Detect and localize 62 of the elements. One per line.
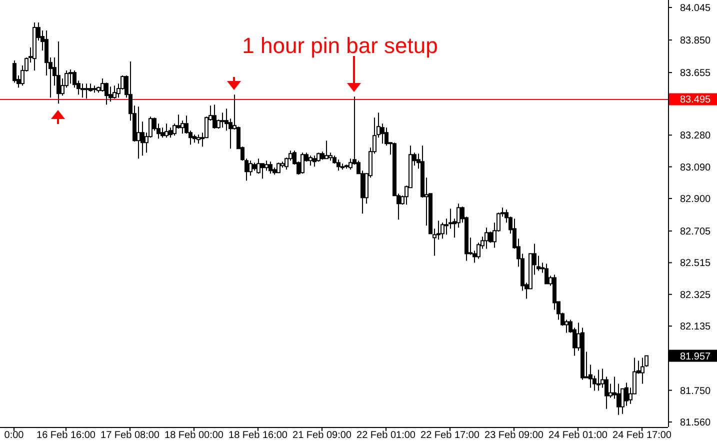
- candlestick: [168, 127, 172, 138]
- x-tick-label: 24 Feb 01:00: [548, 430, 608, 441]
- y-tick-label: 83.655: [680, 68, 712, 80]
- candlestick: [196, 134, 200, 144]
- y-tick-label: 83.280: [680, 130, 712, 142]
- x-tick-label: 18 Feb 00:00: [164, 430, 224, 441]
- candlestick: [164, 123, 168, 138]
- y-tick-label: 82.325: [680, 290, 712, 301]
- candlestick: [248, 160, 252, 176]
- candlestick: [80, 83, 84, 98]
- x-tick-label: 17 Feb 08:00: [100, 430, 160, 441]
- y-tick-label: 84.045: [680, 3, 712, 14]
- candlestick: [380, 123, 384, 144]
- candlestick: [440, 222, 444, 240]
- x-tick-label: 0:00: [4, 430, 24, 441]
- candlestick: [624, 382, 628, 406]
- x-tick-label: 24 Feb 17:00: [612, 430, 672, 441]
- x-tick-label: 22 Feb 01:00: [356, 430, 416, 441]
- annotation: 1 hour pin bar setup: [242, 33, 438, 58]
- candlestick: [640, 357, 644, 384]
- y-tick-label: 83.850: [680, 36, 712, 47]
- x-tick-label: 21 Feb 09:00: [292, 430, 352, 441]
- candlestick: [312, 155, 316, 168]
- candlestick: [276, 162, 280, 174]
- candlestick: [268, 161, 272, 174]
- candlestick: [264, 160, 268, 172]
- candlestick: [544, 263, 548, 284]
- candlestick: [596, 369, 600, 392]
- x-tick-label: 16 Feb 16:00: [36, 430, 96, 441]
- candlestick: [260, 163, 264, 180]
- candlestick: [256, 158, 260, 174]
- x-tick-label: 22 Feb 17:00: [420, 430, 480, 441]
- y-tick-label: 82.900: [680, 194, 712, 205]
- candlestick: [308, 155, 312, 166]
- y-tick-label: 81.560: [680, 417, 712, 428]
- candlestick: [160, 127, 164, 138]
- y-tick-label: 82.515: [680, 258, 712, 270]
- candlestick: [336, 159, 340, 172]
- candlestick: [136, 106, 140, 160]
- candlestick: [56, 41, 60, 104]
- candlestick: [100, 78, 104, 92]
- candlestick: [220, 112, 224, 128]
- y-tick-label: 81.750: [680, 386, 712, 397]
- text: 81.957: [680, 351, 712, 362]
- x-tick-label: 23 Feb 09:00: [484, 430, 544, 441]
- x-tick-label: 18 Feb 16:00: [228, 430, 288, 441]
- candlestick: [104, 82, 108, 106]
- candlestick: [324, 140, 328, 160]
- candlestick: [484, 227, 488, 250]
- candlestick: [12, 60, 16, 84]
- y-tick-label: 83.090: [680, 162, 712, 174]
- y-tick-label: 82.705: [680, 226, 712, 238]
- y-tick-label: 82.135: [680, 322, 712, 333]
- candlestick: [316, 152, 320, 162]
- candlestick: [300, 152, 304, 174]
- candlestick: [212, 104, 216, 130]
- candlestick: [384, 127, 388, 146]
- ref-line-label: 83.495: [680, 94, 712, 106]
- candlestick: [108, 86, 112, 102]
- candlestick: [112, 85, 116, 100]
- candlestick: [84, 83, 88, 100]
- candlestick: [68, 69, 72, 84]
